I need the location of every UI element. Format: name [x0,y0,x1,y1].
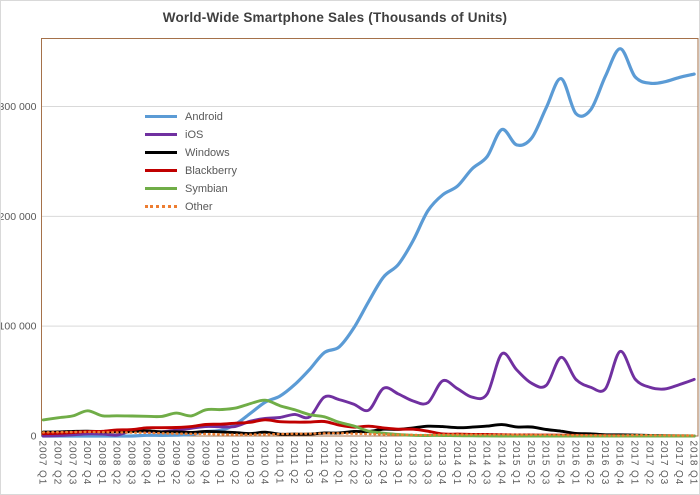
legend-label: Blackberry [185,164,237,177]
chart-title: World-Wide Smartphone Sales (Thousands o… [162,10,508,25]
gridlines [41,106,698,327]
x-tick-label: 2007 Q3 [66,441,77,486]
x-tick-label: 2008 Q3 [125,441,136,486]
series-line-other [42,430,696,437]
series-line-ios [41,349,696,438]
x-tick-label: 2011 Q2 [288,441,299,485]
x-tick-label: 2007 Q2 [51,441,62,486]
y-tick-label: 300 000 [1,101,37,113]
x-tick-label: 2010 Q1 [214,441,225,486]
x-tick-label: 2017 Q4 [673,441,684,486]
android-line-swatch-icon [145,115,177,118]
y-tick-label: 0 [31,431,37,443]
x-tick-label: 2014 Q2 [466,441,477,486]
x-tick-label: 2008 Q4 [140,441,151,486]
x-tick-label: 2009 Q1 [155,441,166,486]
x-tick-label: 2014 Q4 [495,441,506,486]
x-tick-label: 2011 Q1 [273,441,284,485]
other-line-swatch-icon [145,205,177,208]
legend-item-android: Android [145,110,237,123]
x-tick-label: 2015 Q4 [555,441,566,486]
x-tick-label: 2010 Q3 [244,441,255,486]
x-tick-label: 2009 Q2 [170,441,181,486]
y-tick-label: 100 000 [1,321,37,333]
x-tick-label: 2015 Q2 [525,441,536,486]
legend-label: Windows [185,146,230,159]
x-tick-label: 2012 Q3 [362,441,373,486]
x-tick-label: 2016 Q3 [599,441,610,486]
x-tick-label: 2009 Q3 [185,441,196,486]
x-tick-label: 2013 Q1 [392,441,403,486]
symbian-line-swatch-icon [145,187,177,190]
legend-label: iOS [185,128,204,141]
x-tick-label: 2013 Q2 [407,441,418,486]
series-lines [41,47,696,438]
x-tick-label: 2010 Q4 [259,441,270,486]
y-tick-label: 200 000 [1,211,37,223]
x-tick-label: 2014 Q3 [481,441,492,486]
series-line-android [41,47,696,438]
x-tick-label: 2011 Q4 [318,441,329,485]
x-tick-label: 2017 Q2 [643,441,654,486]
windows-line-swatch-icon [145,151,177,154]
x-tick-label: 2008 Q1 [96,441,107,486]
x-tick-label: 2016 Q4 [614,441,625,486]
legend-item-blackberry: Blackberry [145,164,237,177]
x-tick-label: 2015 Q3 [540,441,551,486]
legend-item-windows: Windows [145,146,237,159]
x-tick-label: 2018 Q1 [688,441,699,486]
legend: Android iOS Windows Blackberry Symbian O… [145,110,237,213]
legend-label: Android [185,110,223,123]
x-tick-label: 2007 Q1 [37,441,48,486]
x-tick-label: 2009 Q4 [199,441,210,486]
x-tick-label: 2012 Q2 [347,441,358,486]
x-tick-label: 2012 Q1 [333,441,344,486]
x-tick-label: 2011 Q3 [303,441,314,485]
blackberry-line-swatch-icon [145,169,177,172]
x-axis-labels: 2007 Q1 2007 Q2 2007 Q3 2007 Q4 2008 Q1 2008 … [37,441,699,486]
x-tick-label: 2012 Q4 [377,441,388,486]
x-tick-label: 2017 Q1 [629,441,640,486]
ios-line-swatch-icon [145,133,177,136]
plot-area-border [41,38,699,437]
x-tick-label: 2017 Q3 [658,441,669,486]
legend-item-ios: iOS [145,128,237,141]
legend-label: Symbian [185,182,228,195]
y-axis-labels: 0 100 000 200 000 300 000 [1,101,37,442]
x-tick-label: 2014 Q1 [451,441,462,486]
x-tick-label: 2007 Q4 [81,441,92,486]
x-tick-label: 2013 Q3 [421,441,432,486]
x-tick-label: 2008 Q2 [111,441,122,486]
legend-item-symbian: Symbian [145,182,237,195]
legend-label: Other [185,200,213,213]
x-tick-label: 2016 Q2 [584,441,595,486]
x-tick-label: 2015 Q1 [510,441,521,486]
legend-item-other: Other [145,200,237,213]
x-tick-label: 2016 Q1 [569,441,580,486]
x-tick-label: 2010 Q2 [229,441,240,486]
x-tick-label: 2013 Q4 [436,441,447,486]
